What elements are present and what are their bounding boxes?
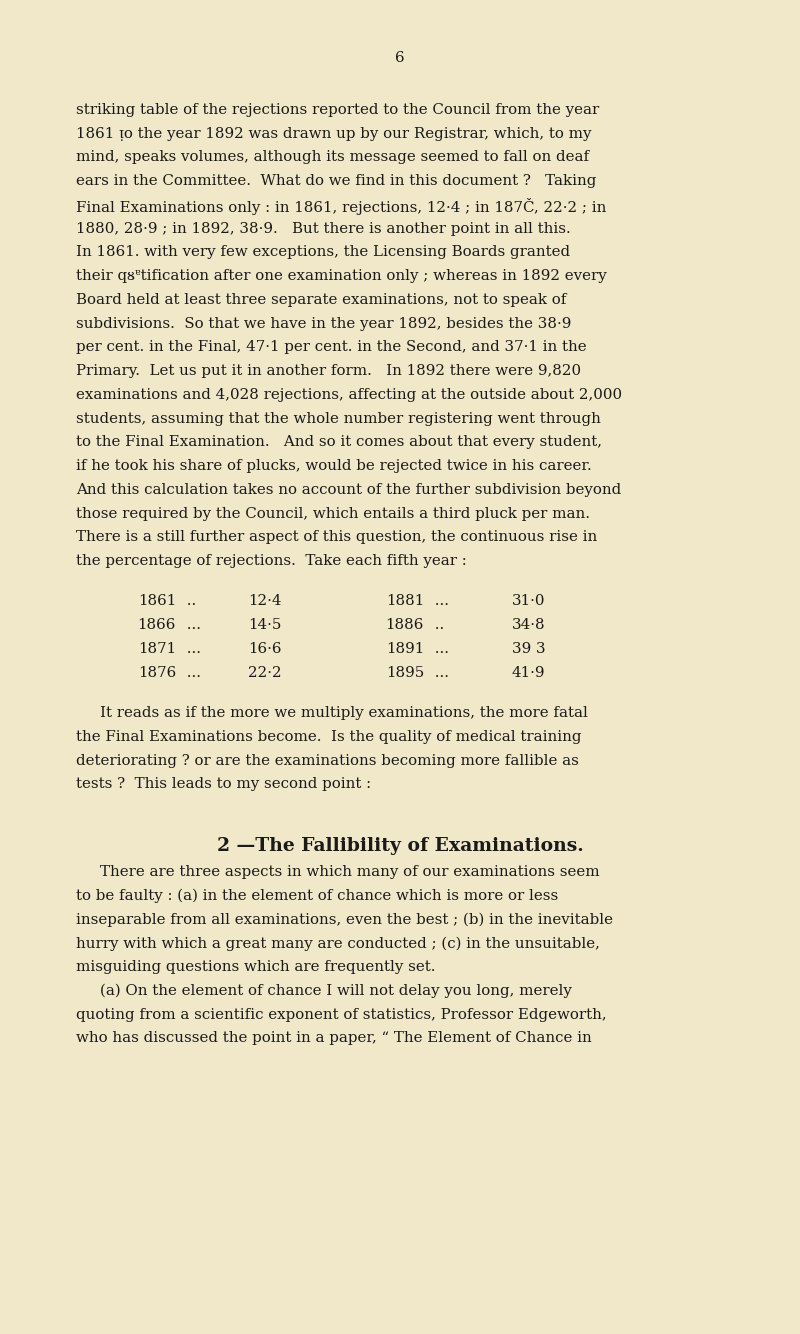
Text: 1886: 1886 (386, 618, 424, 632)
Text: 1895: 1895 (386, 666, 424, 680)
Text: 34·8: 34·8 (512, 618, 546, 632)
Text: their qᴕᵄtification after one examination only ; whereas in 1892 every: their qᴕᵄtification after one examinatio… (76, 269, 606, 283)
Text: 39 3: 39 3 (512, 642, 546, 656)
Text: 1861 ᴉo the year 1892 was drawn up by our Registrar, which, to my: 1861 ᴉo the year 1892 was drawn up by ou… (76, 127, 591, 140)
Text: Final Examinations only : in 1861, rejections, 12·4 ; in 187Č, 22·2 ; in: Final Examinations only : in 1861, rejec… (76, 197, 606, 215)
Text: ...: ... (182, 618, 202, 632)
Text: 1880, 28·9 ; in 1892, 38·9.   But there is another point in all this.: 1880, 28·9 ; in 1892, 38·9. But there is… (76, 221, 570, 236)
Text: It reads as if the more we multiply examinations, the more fatal: It reads as if the more we multiply exam… (100, 706, 588, 720)
Text: ..: .. (430, 618, 445, 632)
Text: 41·9: 41·9 (512, 666, 546, 680)
Text: 1871: 1871 (138, 642, 176, 656)
Text: ...: ... (430, 666, 450, 680)
Text: 22·2: 22·2 (248, 666, 282, 680)
Text: to the Final Examination.   And so it comes about that every student,: to the Final Examination. And so it come… (76, 435, 602, 450)
Text: Primary.  Let us put it in another form.   In 1892 there were 9,820: Primary. Let us put it in another form. … (76, 364, 581, 378)
Text: examinations and 4,028 rejections, affecting at the outside about 2,000: examinations and 4,028 rejections, affec… (76, 388, 622, 402)
Text: 16·6: 16·6 (248, 642, 282, 656)
Text: ...: ... (182, 642, 202, 656)
Text: per cent. in the Final, 47·1 per cent. in the Second, and 37·1 in the: per cent. in the Final, 47·1 per cent. i… (76, 340, 586, 355)
Text: (a) On the element of chance I will not delay you long, merely: (a) On the element of chance I will not … (100, 984, 572, 998)
Text: 1861: 1861 (138, 595, 176, 608)
Text: those required by the Council, which entails a third pluck per man.: those required by the Council, which ent… (76, 507, 590, 520)
Text: There is a still further aspect of this question, the continuous rise in: There is a still further aspect of this … (76, 531, 598, 544)
Text: There are three aspects in which many of our examinations seem: There are three aspects in which many of… (100, 866, 600, 879)
Text: to be faulty : (a) in the element of chance which is more or less: to be faulty : (a) in the element of cha… (76, 888, 558, 903)
Text: misguiding questions which are frequently set.: misguiding questions which are frequentl… (76, 960, 435, 974)
Text: 12·4: 12·4 (248, 595, 282, 608)
Text: inseparable from all examinations, even the best ; (b) in the inevitable: inseparable from all examinations, even … (76, 912, 613, 927)
Text: 14·5: 14·5 (248, 618, 282, 632)
Text: quoting from a scientific exponent of statistics, Professor Edgeworth,: quoting from a scientific exponent of st… (76, 1007, 606, 1022)
Text: deteriorating ? or are the examinations becoming more fallible as: deteriorating ? or are the examinations … (76, 754, 579, 767)
Text: 1891: 1891 (386, 642, 424, 656)
Text: subdivisions.  So that we have in the year 1892, besides the 38·9: subdivisions. So that we have in the yea… (76, 316, 571, 331)
Text: ...: ... (182, 666, 202, 680)
Text: ...: ... (430, 595, 450, 608)
Text: the Final Examinations become.  Is the quality of medical training: the Final Examinations become. Is the qu… (76, 730, 582, 744)
Text: 1866: 1866 (138, 618, 176, 632)
Text: 1876: 1876 (138, 666, 176, 680)
Text: ...: ... (430, 642, 450, 656)
Text: students, assuming that the whole number registering went through: students, assuming that the whole number… (76, 412, 601, 426)
Text: 2 —The Fallibility of Examinations.: 2 —The Fallibility of Examinations. (217, 836, 583, 855)
Text: 1881: 1881 (386, 595, 424, 608)
Text: who has discussed the point in a paper, “ The Element of Chance in: who has discussed the point in a paper, … (76, 1031, 592, 1046)
Text: tests ?  This leads to my second point :: tests ? This leads to my second point : (76, 778, 371, 791)
Text: striking table of the rejections reported to the Council from the year: striking table of the rejections reporte… (76, 103, 599, 117)
Text: Board held at least three separate examinations, not to speak of: Board held at least three separate exami… (76, 293, 566, 307)
Text: In 1861. with very few exceptions, the Licensing Boards granted: In 1861. with very few exceptions, the L… (76, 245, 570, 259)
Text: ears in the Committee.  What do we find in this document ?   Taking: ears in the Committee. What do we find i… (76, 175, 596, 188)
Text: if he took his share of plucks, would be rejected twice in his career.: if he took his share of plucks, would be… (76, 459, 592, 474)
Text: mind, speaks volumes, although its message seemed to fall on deaf: mind, speaks volumes, although its messa… (76, 151, 589, 164)
Text: 31·0: 31·0 (512, 595, 546, 608)
Text: ..: .. (182, 595, 197, 608)
Text: the percentage of rejections.  Take each fifth year :: the percentage of rejections. Take each … (76, 554, 466, 568)
Text: hurry with which a great many are conducted ; (c) in the unsuitable,: hurry with which a great many are conduc… (76, 936, 600, 951)
Text: 6: 6 (395, 51, 405, 64)
Text: And this calculation takes no account of the further subdivision beyond: And this calculation takes no account of… (76, 483, 622, 496)
